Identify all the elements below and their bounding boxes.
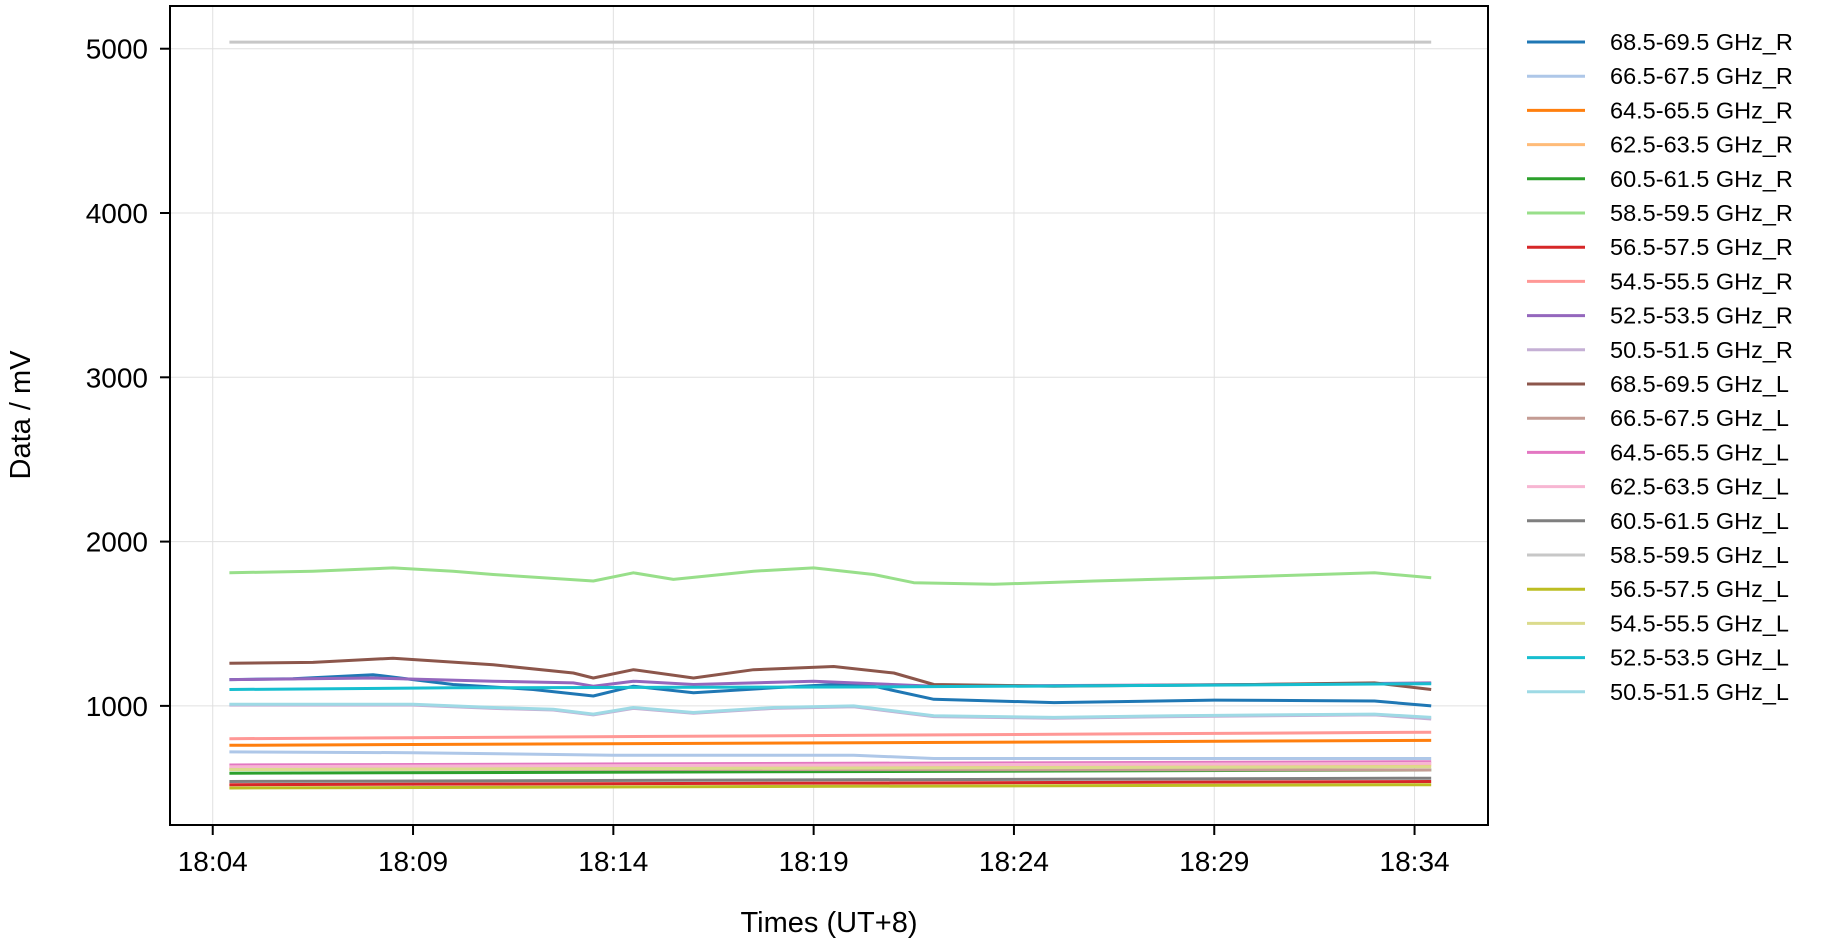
- series-line-19: [229, 702, 1432, 719]
- x-tick-label: 18:14: [578, 846, 648, 877]
- series-line-14: [229, 776, 1432, 783]
- series-line-2: [229, 738, 1432, 747]
- plot-frame: [169, 5, 1489, 826]
- series-line-7: [229, 730, 1432, 741]
- x-tick-label: 18:19: [779, 846, 849, 877]
- legend-label: 68.5-69.5 GHz_R: [1610, 29, 1793, 55]
- y-tick-label: 3000: [86, 362, 148, 393]
- legend-label: 60.5-61.5 GHz_L: [1610, 508, 1789, 534]
- y-tick-label: 4000: [86, 198, 148, 229]
- legend-label: 52.5-53.5 GHz_R: [1610, 303, 1793, 329]
- legend-label: 54.5-55.5 GHz_L: [1610, 610, 1789, 636]
- legend-label: 56.5-57.5 GHz_R: [1610, 234, 1793, 260]
- legend-label: 60.5-61.5 GHz_R: [1610, 166, 1793, 192]
- series-line-12: [229, 760, 1432, 767]
- series-line-5: [229, 566, 1432, 586]
- x-tick-label: 18:34: [1380, 846, 1450, 877]
- legend-label: 64.5-65.5 GHz_L: [1610, 439, 1789, 465]
- legend-label: 66.5-67.5 GHz_L: [1610, 405, 1789, 431]
- series-line-6: [229, 780, 1432, 787]
- legend-label: 56.5-57.5 GHz_L: [1610, 576, 1789, 602]
- y-tick-label: 2000: [86, 527, 148, 558]
- legend-label: 52.5-53.5 GHz_L: [1610, 645, 1789, 671]
- legend-label: 50.5-51.5 GHz_L: [1610, 679, 1789, 705]
- series-line-17: [229, 765, 1432, 772]
- legend: 68.5-69.5 GHz_R 66.5-67.5 GHz_R 64.5-65.5 …: [1527, 29, 1793, 705]
- legend-label: 66.5-67.5 GHz_R: [1610, 63, 1793, 89]
- x-axis: 18:04 18:09 18:14 18:19 18:24 18:29 18:34: [178, 825, 1450, 877]
- y-axis-label: Data / mV: [5, 350, 37, 480]
- legend-label: 54.5-55.5 GHz_R: [1610, 268, 1793, 294]
- legend-label: 50.5-51.5 GHz_R: [1610, 337, 1793, 363]
- x-tick-label: 18:24: [979, 846, 1049, 877]
- series-lines: [229, 40, 1432, 790]
- series-line-18: [229, 682, 1432, 691]
- legend-label: 62.5-63.5 GHz_R: [1610, 132, 1793, 158]
- legend-label: 68.5-69.5 GHz_L: [1610, 371, 1789, 397]
- series-line-16: [229, 783, 1432, 790]
- y-tick-label: 1000: [86, 691, 148, 722]
- grid: [170, 6, 1488, 825]
- series-line-13: [229, 761, 1432, 769]
- x-tick-label: 18:09: [378, 846, 448, 877]
- y-axis: 1000 2000 3000 4000 5000: [86, 34, 170, 722]
- series-line-1: [229, 750, 1432, 760]
- legend-label: 58.5-59.5 GHz_L: [1610, 542, 1789, 568]
- x-tick-label: 18:29: [1179, 846, 1249, 877]
- x-tick-label: 18:04: [178, 846, 248, 877]
- y-tick-label: 5000: [86, 34, 148, 65]
- legend-label: 58.5-59.5 GHz_R: [1610, 200, 1793, 226]
- legend-label: 62.5-63.5 GHz_L: [1610, 474, 1789, 500]
- legend-label: 64.5-65.5 GHz_R: [1610, 97, 1793, 123]
- x-axis-label: Times (UT+8): [741, 907, 918, 939]
